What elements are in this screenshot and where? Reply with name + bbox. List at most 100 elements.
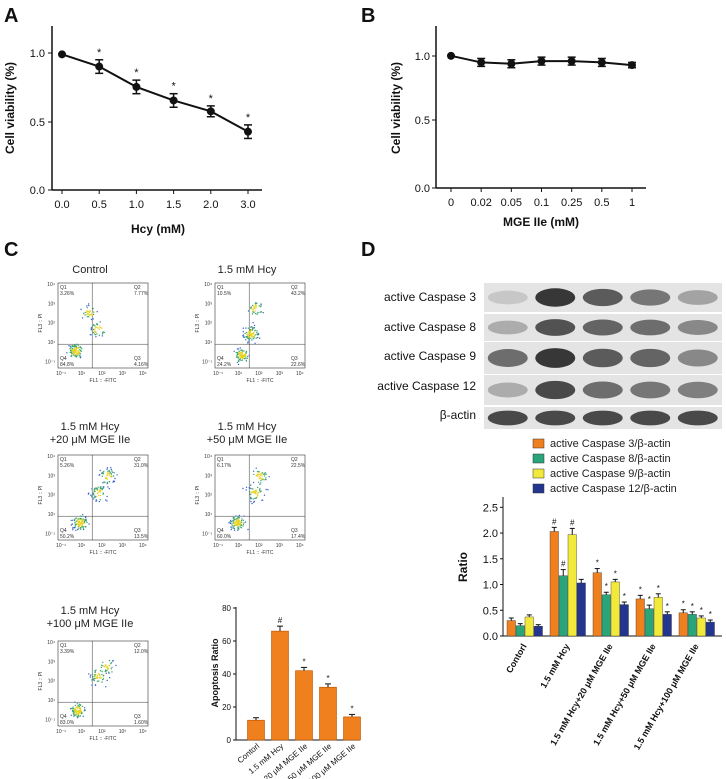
facs-event	[113, 480, 115, 482]
facs-event	[234, 524, 236, 526]
facs-xtick: 10²	[255, 543, 263, 549]
facs-event	[93, 311, 95, 313]
facs-event	[99, 499, 102, 501]
wb-band	[630, 319, 671, 336]
d-bar-significance: *	[648, 595, 651, 604]
facs-event	[247, 337, 249, 339]
facs-event	[233, 529, 236, 531]
facs-ytick: 10¹	[48, 698, 56, 704]
facs-event	[244, 332, 246, 335]
facs-event	[236, 356, 239, 358]
facs-event	[100, 677, 102, 679]
facs-event	[72, 527, 74, 529]
facs-event	[257, 332, 259, 335]
facs-event	[243, 336, 245, 338]
facs-event	[239, 357, 241, 359]
facs-event	[239, 354, 242, 356]
d-legend: active Caspase 3/β-actin active Caspase …	[532, 438, 677, 495]
facs-event	[92, 493, 94, 495]
c-bar-ytick-label: 20	[222, 703, 231, 712]
facs-event	[229, 522, 232, 525]
facs-event	[77, 717, 79, 719]
facs-event	[250, 329, 252, 331]
facs-event	[96, 680, 99, 682]
facs-ytick: 10³	[205, 473, 213, 479]
d-bar-significance: *	[596, 559, 599, 568]
b-xtick-label: 0.5	[594, 197, 609, 209]
facs-event	[241, 349, 243, 351]
facs-event	[113, 472, 115, 474]
facs-q4-label: Q4	[217, 528, 224, 534]
wb-band	[535, 288, 576, 307]
facs-event	[236, 517, 238, 519]
facs-event	[79, 715, 82, 717]
facs-q3-label: Q3	[134, 714, 141, 720]
facs-event	[68, 345, 70, 347]
facs-event	[69, 349, 72, 351]
facs-event	[265, 473, 267, 475]
facs-event	[250, 488, 252, 490]
facs-event	[96, 496, 98, 498]
facs-event	[264, 472, 266, 474]
facs-q3-value: 17.4%	[291, 534, 306, 540]
facs-event	[79, 704, 82, 706]
b-xtick-label: 1	[629, 197, 635, 209]
facs-event	[260, 304, 262, 306]
facs-event	[72, 713, 75, 715]
facs-event	[101, 681, 103, 683]
facs-event	[70, 346, 72, 349]
facs-event	[102, 678, 105, 680]
facs-event	[78, 355, 80, 357]
facs-event	[235, 515, 237, 517]
facs-event	[230, 519, 232, 522]
facs-event	[255, 467, 257, 469]
facs-event	[74, 526, 76, 529]
facs-event	[258, 470, 260, 473]
a-xtick-label: 0.5	[92, 199, 107, 211]
facs-event	[96, 492, 99, 495]
facs-event	[260, 303, 262, 305]
facs-event	[102, 675, 105, 677]
facs-event	[99, 325, 101, 327]
facs-q3-label: Q3	[134, 528, 141, 534]
facs-event	[83, 521, 86, 523]
panel-letter-c: C	[4, 239, 18, 261]
facs-event	[76, 703, 79, 705]
facs-event	[240, 527, 242, 529]
facs-event	[98, 677, 101, 679]
facs-event	[251, 326, 253, 328]
facs-event	[71, 709, 74, 712]
facs-ytick: 10⁻¹	[45, 359, 55, 365]
facs-event	[98, 500, 101, 503]
facs-xtick: 10⁴	[139, 543, 147, 549]
wb-band	[582, 381, 623, 399]
facs-event	[255, 497, 258, 499]
facs-event	[257, 491, 259, 493]
facs-event	[259, 489, 261, 492]
a-data-point	[58, 50, 66, 59]
facs-event	[256, 302, 258, 305]
facs-event	[102, 665, 104, 667]
facs-event	[74, 518, 77, 520]
facs-event	[81, 523, 83, 525]
facs-event	[251, 333, 254, 335]
facs-event	[247, 341, 249, 343]
facs-event	[74, 709, 76, 711]
legend-caspase3: active Caspase 3/β-actin	[550, 438, 671, 450]
facs-event	[75, 520, 78, 522]
c-bar-marks: Contorl#1.5 mM Hcy*1.5 mM Hcy+20 μM MGE …	[226, 616, 361, 779]
facs-xtick: 10²	[98, 371, 106, 377]
facs-event	[75, 348, 77, 350]
facs-title: +100 μM MGE IIe	[47, 618, 134, 630]
facs-xtick: 10⁴	[296, 543, 304, 549]
panel-letter-a: A	[4, 5, 18, 27]
facs-event	[78, 705, 81, 708]
facs-event	[96, 676, 98, 679]
facs-event	[232, 517, 235, 519]
facs-event	[79, 515, 81, 517]
facs-event	[110, 473, 113, 475]
b-ytick: 0.5	[415, 115, 430, 127]
